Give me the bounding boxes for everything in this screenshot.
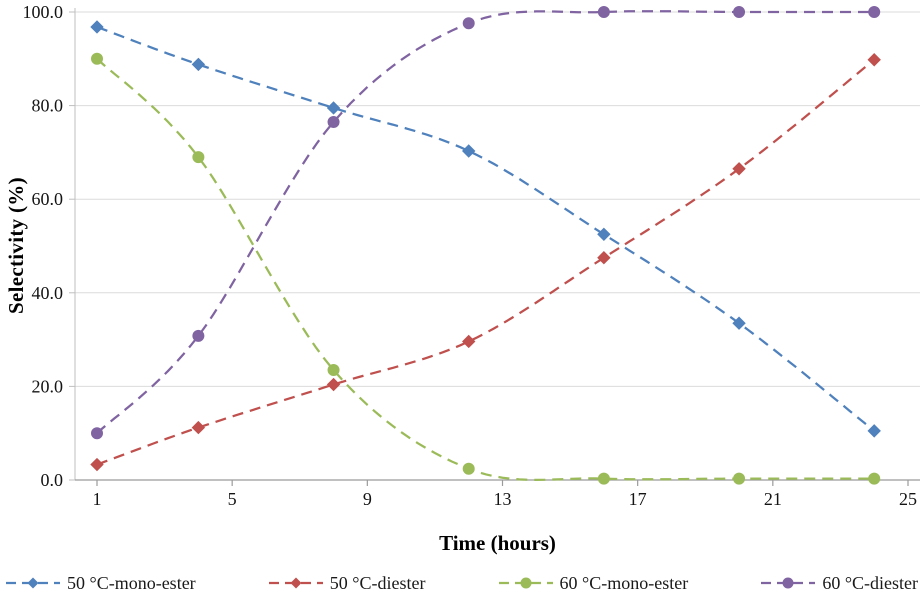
- legend-label: 60 °C-diester: [822, 572, 918, 593]
- data-point-marker: [192, 151, 205, 164]
- y-tick-label: 0.0: [41, 470, 64, 490]
- series-line-3: [96, 57, 875, 482]
- legend-label: 50 °C-mono-ester: [67, 572, 196, 593]
- data-point-marker: [867, 53, 881, 67]
- series-line-1: [96, 25, 875, 432]
- data-point-marker: [597, 227, 611, 242]
- data-point-marker: [91, 52, 103, 65]
- data-point-marker: [867, 424, 881, 438]
- data-point-marker: [597, 472, 610, 485]
- data-point-marker: [462, 462, 475, 475]
- data-point-marker: [462, 334, 476, 349]
- legend-label: 50 °C-diester: [329, 572, 426, 593]
- data-point-marker: [732, 316, 746, 330]
- y-tick-label: 60.0: [32, 189, 64, 209]
- data-point-marker: [90, 20, 104, 34]
- plot-area: 0.0 20.0 40.0 60.0 80.0 100.0 1 5 9 13 17 21 25: [23, 2, 920, 509]
- data-point-marker: [462, 144, 476, 158]
- data-point-marker: [90, 457, 104, 472]
- x-tick-label: 9: [363, 489, 372, 509]
- legend-marker-icon: [498, 577, 553, 589]
- y-tick-label: 100.0: [23, 2, 64, 22]
- data-point-marker: [868, 6, 881, 18]
- legend-marker-icon: [6, 577, 60, 589]
- y-tick-label: 80.0: [32, 96, 64, 116]
- data-point-marker: [733, 6, 746, 18]
- data-point-marker: [326, 101, 341, 115]
- data-point-marker: [597, 250, 611, 265]
- y-tick-label: 20.0: [32, 376, 64, 396]
- series-line-2: [96, 58, 875, 466]
- y-tick-label: 40.0: [32, 283, 64, 303]
- x-tick-label: 13: [494, 489, 512, 509]
- series-line-4: [96, 10, 875, 435]
- data-point-marker: [597, 6, 610, 18]
- data-point-marker: [733, 472, 746, 485]
- x-tick-label: 5: [228, 489, 237, 509]
- data-point-marker: [191, 57, 206, 72]
- data-point-marker: [192, 329, 205, 342]
- data-point-marker: [327, 364, 340, 377]
- x-tick-label: 21: [764, 489, 782, 509]
- x-tick-label: 17: [629, 489, 647, 509]
- legend-item-3: 60 °C-mono-ester: [498, 572, 689, 594]
- x-tick-label: 1: [93, 489, 102, 509]
- x-tick-label: 25: [899, 489, 917, 509]
- data-point-marker: [732, 162, 746, 176]
- data-point-marker: [462, 17, 475, 30]
- data-point-marker: [326, 377, 341, 392]
- x-axis-title: Time (hours): [439, 531, 556, 555]
- legend-label: 60 °C-mono-ester: [559, 572, 689, 593]
- data-point-marker: [327, 115, 340, 128]
- data-point-marker: [91, 427, 103, 440]
- data-point-marker: [868, 472, 881, 485]
- legend-marker-icon: [268, 577, 323, 589]
- legend-item-1: 50 °C-mono-ester: [6, 573, 196, 594]
- legend: 50 °C-mono-ester 50 °C-diester 60 °C-mono-…: [0, 571, 924, 595]
- data-point-marker: [191, 420, 206, 435]
- legend-item-2: 50 °C-diester: [268, 572, 426, 594]
- legend-marker-icon: [761, 577, 816, 589]
- legend-item-4: 60 °C-diester: [761, 573, 918, 594]
